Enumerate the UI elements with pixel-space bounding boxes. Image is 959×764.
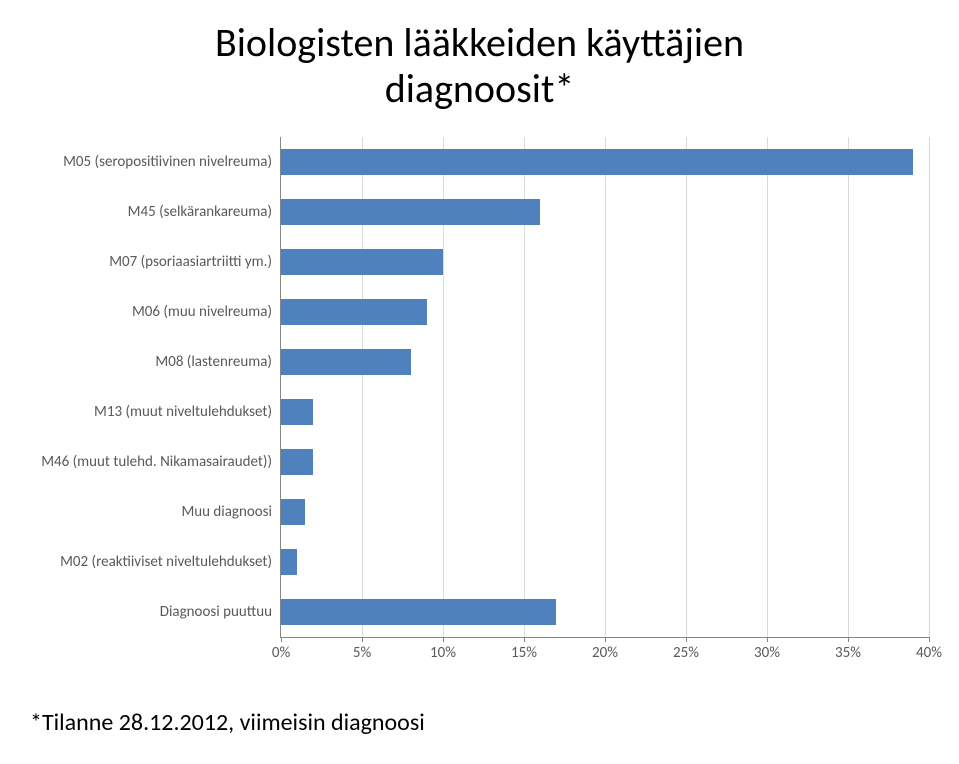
- bar-row: [281, 187, 929, 237]
- category-label: M06 (muu nivelreuma): [30, 287, 280, 337]
- bar-chart: M05 (seropositiivinen nivelreuma)M45 (se…: [30, 137, 929, 668]
- bar: [281, 299, 427, 325]
- bar-row: [281, 487, 929, 537]
- bar-row: [281, 287, 929, 337]
- plot-area: [280, 137, 929, 638]
- category-label: Diagnoosi puuttuu: [30, 587, 280, 637]
- x-axis-ticks: 0%5%10%15%20%25%30%35%40%: [280, 638, 929, 668]
- chart-title: Biologisten lääkkeiden käyttäjien diagno…: [30, 20, 929, 112]
- bar-row: [281, 587, 929, 637]
- x-tick-label: 20%: [592, 644, 618, 662]
- bar: [281, 499, 305, 525]
- bar-row: [281, 437, 929, 487]
- bar: [281, 249, 443, 275]
- title-line-1: Biologisten lääkkeiden käyttäjien: [215, 18, 744, 67]
- bar-row: [281, 137, 929, 187]
- x-tick-label: 30%: [754, 644, 780, 662]
- x-tick-label: 25%: [673, 644, 699, 662]
- bar: [281, 399, 313, 425]
- category-label: M13 (muut niveltulehdukset): [30, 387, 280, 437]
- category-label: M45 (selkärankareuma): [30, 187, 280, 237]
- bar: [281, 349, 411, 375]
- footnote: *Tilanne 28.12.2012, viimeisin diagnoosi: [30, 708, 929, 737]
- bar: [281, 149, 913, 175]
- bar: [281, 549, 297, 575]
- category-label: M46 (muut tulehd. Nikamasairaudet)): [30, 437, 280, 487]
- x-tick-label: 40%: [916, 644, 942, 662]
- title-line-2: diagnoosit*: [385, 64, 575, 113]
- x-tick-label: 35%: [835, 644, 861, 662]
- bar-row: [281, 237, 929, 287]
- x-tick-label: 0%: [272, 644, 290, 662]
- category-label: M05 (seropositiivinen nivelreuma): [30, 137, 280, 187]
- category-label: M08 (lastenreuma): [30, 337, 280, 387]
- y-axis-labels: M05 (seropositiivinen nivelreuma)M45 (se…: [30, 137, 280, 638]
- category-label: Muu diagnoosi: [30, 487, 280, 537]
- bar-row: [281, 387, 929, 437]
- category-label: M07 (psoriaasiartriitti ym.): [30, 237, 280, 287]
- bar-row: [281, 537, 929, 587]
- bar: [281, 449, 313, 475]
- category-label: M02 (reaktiiviset niveltulehdukset): [30, 537, 280, 587]
- x-tick-label: 10%: [430, 644, 456, 662]
- x-tick-label: 15%: [511, 644, 537, 662]
- bar: [281, 599, 556, 625]
- bar: [281, 199, 540, 225]
- bar-row: [281, 337, 929, 387]
- x-tick-label: 5%: [353, 644, 371, 662]
